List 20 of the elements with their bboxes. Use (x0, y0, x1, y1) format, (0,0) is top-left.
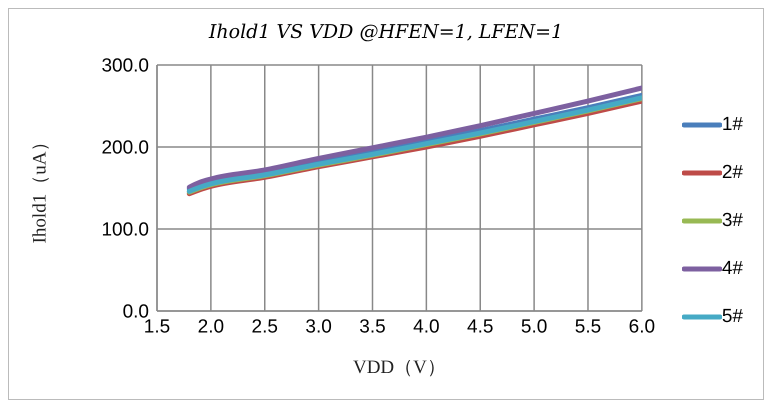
y-axis-title: Ihold1（uA） (30, 132, 51, 244)
y-tick-label: 100.0 (101, 220, 149, 241)
x-tick-label: 3.5 (359, 316, 386, 338)
chart-title: Ihold1 VS VDD @HFEN=1, LFEN=1 (208, 21, 564, 45)
x-tick-label: 5.5 (574, 316, 602, 338)
legend-label: 2# (722, 162, 743, 184)
y-tick-label: 200.0 (101, 138, 149, 159)
x-tick-label: 5.0 (520, 316, 548, 338)
x-tick-label: 4.0 (413, 316, 440, 338)
y-tick-label: 300.0 (101, 56, 149, 77)
legend-label: 4# (722, 258, 743, 280)
x-tick-label: 6.0 (628, 316, 656, 338)
x-tick-label: 3.0 (305, 316, 332, 338)
legend-label: 5# (722, 306, 743, 328)
x-tick-label: 4.5 (467, 316, 494, 338)
x-tick-label: 2.0 (198, 316, 224, 338)
x-axis-title: VDD（V） (352, 357, 446, 378)
legend-label: 1# (722, 114, 743, 136)
legend-label: 3# (722, 210, 743, 232)
x-tick-label: 2.5 (252, 316, 278, 338)
